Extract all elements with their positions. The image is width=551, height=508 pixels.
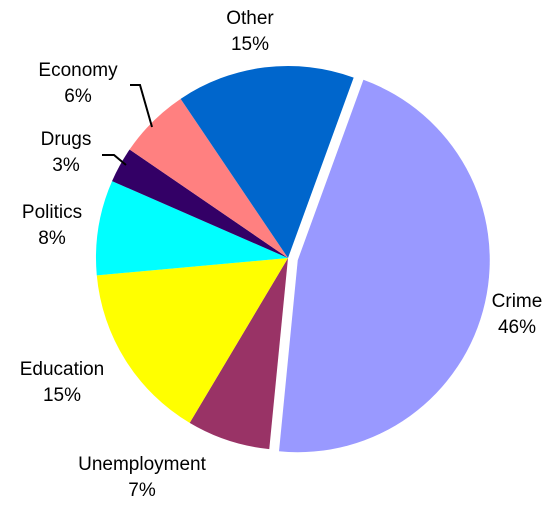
- slice-percent-economy: 6%: [64, 86, 92, 107]
- slice-percent-crime: 46%: [498, 317, 536, 338]
- slice-label-politics: Politics: [22, 202, 82, 223]
- slice-percent-unemployment: 7%: [128, 480, 156, 501]
- pie-slice-crime: [279, 79, 490, 453]
- leader-line-economy: [130, 84, 153, 128]
- pie-slice-unemployment: [189, 258, 288, 450]
- slice-labels: Crime 46% Unemployment 7% Education 15% Politi…: [20, 8, 543, 501]
- slice-label-drugs: Drugs: [41, 129, 92, 150]
- slice-percent-politics: 8%: [38, 228, 66, 249]
- slice-label-unemployment: Unemployment: [78, 454, 206, 475]
- slice-label-education: Education: [20, 359, 105, 380]
- pie-slice-politics: [95, 181, 288, 276]
- slice-label-crime: Crime: [492, 291, 543, 312]
- pie-slice-economy: [129, 98, 288, 258]
- leader-line-drugs: [102, 154, 127, 166]
- slice-percent-drugs: 3%: [52, 155, 80, 176]
- slice-label-economy: Economy: [38, 60, 118, 81]
- slice-percent-education: 15%: [43, 385, 81, 406]
- pie-slice-other: [180, 66, 354, 258]
- leader-lines: [102, 84, 153, 166]
- pie-slices: [95, 66, 490, 453]
- pie-slice-education: [96, 258, 288, 423]
- slice-percent-other: 15%: [231, 34, 269, 55]
- pie-slice-drugs: [112, 149, 289, 258]
- slice-label-other: Other: [226, 8, 274, 29]
